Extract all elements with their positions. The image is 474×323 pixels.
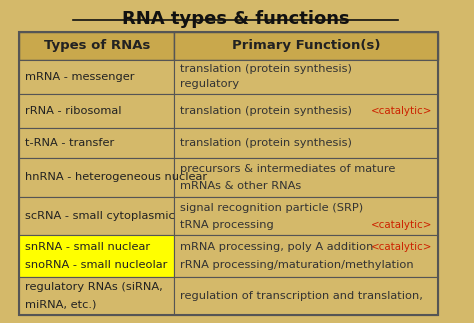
Text: RNA types & functions: RNA types & functions	[122, 10, 349, 28]
Text: translation (protein synthesis): translation (protein synthesis)	[180, 138, 352, 148]
Text: snRNA - small nuclear: snRNA - small nuclear	[25, 242, 150, 252]
Text: scRNA - small cytoplasmic: scRNA - small cytoplasmic	[25, 211, 174, 221]
FancyBboxPatch shape	[19, 158, 174, 197]
FancyBboxPatch shape	[19, 94, 174, 128]
FancyBboxPatch shape	[174, 94, 438, 128]
FancyBboxPatch shape	[19, 276, 174, 315]
FancyBboxPatch shape	[174, 276, 438, 315]
Text: t-RNA - transfer: t-RNA - transfer	[25, 138, 114, 148]
Text: precursors & intermediates of mature: precursors & intermediates of mature	[180, 164, 395, 174]
Text: signal recognition particle (SRP): signal recognition particle (SRP)	[180, 203, 363, 213]
Text: translation (protein synthesis): translation (protein synthesis)	[180, 64, 352, 74]
Text: mRNA - messenger: mRNA - messenger	[25, 72, 134, 82]
FancyBboxPatch shape	[19, 128, 174, 158]
Text: tRNA processing: tRNA processing	[180, 220, 273, 230]
Text: regulation of transcription and translation,: regulation of transcription and translat…	[180, 291, 423, 301]
Text: Types of RNAs: Types of RNAs	[44, 39, 150, 52]
Text: mRNAs & other RNAs: mRNAs & other RNAs	[180, 181, 301, 191]
Text: <catalytic>: <catalytic>	[371, 242, 433, 252]
FancyBboxPatch shape	[174, 158, 438, 197]
FancyBboxPatch shape	[19, 32, 174, 60]
FancyBboxPatch shape	[174, 197, 438, 235]
FancyBboxPatch shape	[19, 60, 174, 94]
Text: miRNA, etc.): miRNA, etc.)	[25, 299, 96, 309]
FancyBboxPatch shape	[19, 235, 174, 276]
FancyBboxPatch shape	[174, 32, 438, 60]
FancyBboxPatch shape	[174, 60, 438, 94]
Text: rRNA processing/maturation/methylation: rRNA processing/maturation/methylation	[180, 260, 413, 270]
FancyBboxPatch shape	[174, 128, 438, 158]
Text: snoRNA - small nucleolar: snoRNA - small nucleolar	[25, 260, 167, 270]
Text: <catalytic>: <catalytic>	[371, 106, 433, 116]
FancyBboxPatch shape	[174, 235, 438, 276]
Text: mRNA processing, poly A addition: mRNA processing, poly A addition	[180, 242, 373, 252]
Text: <catalytic>: <catalytic>	[371, 220, 433, 230]
Text: Primary Function(s): Primary Function(s)	[232, 39, 381, 52]
Text: translation (protein synthesis): translation (protein synthesis)	[180, 106, 352, 116]
Text: rRNA - ribosomal: rRNA - ribosomal	[25, 106, 121, 116]
Text: regulatory: regulatory	[180, 79, 239, 89]
Text: hnRNA - heterogeneous nuclear: hnRNA - heterogeneous nuclear	[25, 172, 207, 182]
Text: regulatory RNAs (siRNA,: regulatory RNAs (siRNA,	[25, 282, 163, 292]
FancyBboxPatch shape	[19, 197, 174, 235]
